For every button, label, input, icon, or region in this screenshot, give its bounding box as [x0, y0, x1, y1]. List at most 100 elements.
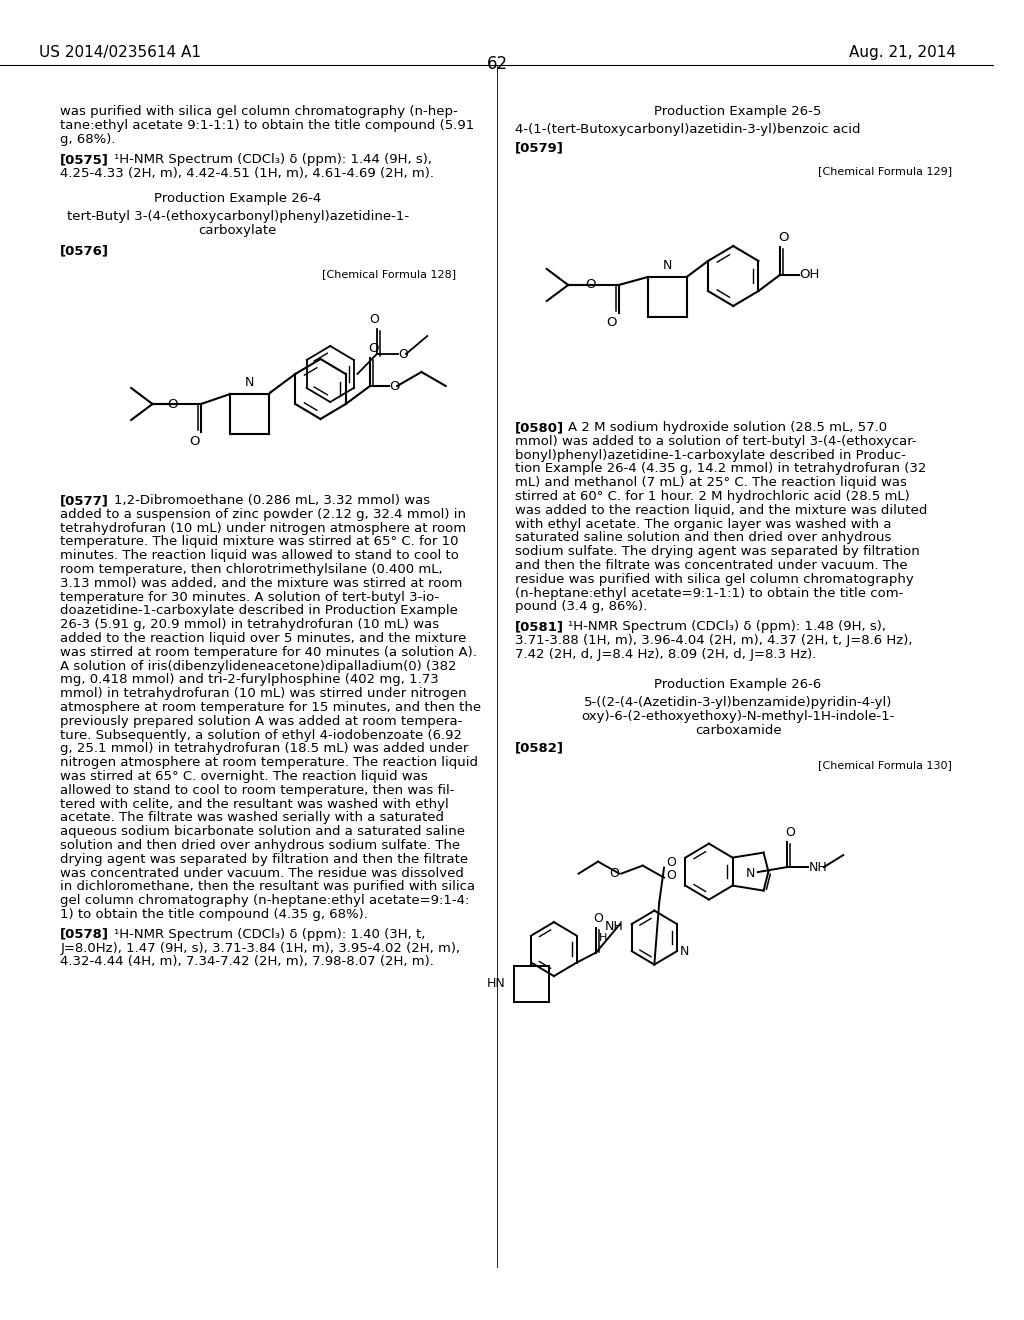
Text: in dichloromethane, then the resultant was purified with silica: in dichloromethane, then the resultant w… [60, 880, 475, 894]
Text: tert-Butyl 3-(4-(ethoxycarbonyl)phenyl)azetidine-1-: tert-Butyl 3-(4-(ethoxycarbonyl)phenyl)a… [67, 210, 409, 223]
Text: g, 25.1 mmol) in tetrahydrofuran (18.5 mL) was added under: g, 25.1 mmol) in tetrahydrofuran (18.5 m… [60, 742, 469, 755]
Text: O: O [389, 380, 400, 392]
Text: NH: NH [605, 920, 624, 933]
Text: sodium sulfate. The drying agent was separated by filtration: sodium sulfate. The drying agent was sep… [515, 545, 920, 558]
Text: [0579]: [0579] [515, 141, 563, 154]
Text: 4-(1-(tert-Butoxycarbonyl)azetidin-3-yl)benzoic acid: 4-(1-(tert-Butoxycarbonyl)azetidin-3-yl)… [515, 123, 860, 136]
Text: carboxylate: carboxylate [199, 224, 278, 238]
Text: 3.71-3.88 (1H, m), 3.96-4.04 (2H, m), 4.37 (2H, t, J=8.6 Hz),: 3.71-3.88 (1H, m), 3.96-4.04 (2H, m), 4.… [515, 634, 912, 647]
Text: allowed to stand to cool to room temperature, then was fil-: allowed to stand to cool to room tempera… [60, 784, 455, 797]
Text: US 2014/0235614 A1: US 2014/0235614 A1 [39, 45, 201, 59]
Text: mg, 0.418 mmol) and tri-2-furylphosphine (402 mg, 1.73: mg, 0.418 mmol) and tri-2-furylphosphine… [60, 673, 439, 686]
Text: atmosphere at room temperature for 15 minutes, and then the: atmosphere at room temperature for 15 mi… [60, 701, 481, 714]
Text: NH: NH [808, 861, 827, 874]
Text: N: N [680, 945, 689, 957]
Text: tetrahydrofuran (10 mL) under nitrogen atmosphere at room: tetrahydrofuran (10 mL) under nitrogen a… [60, 521, 466, 535]
Text: [0582]: [0582] [515, 742, 564, 755]
Text: drying agent was separated by filtration and then the filtrate: drying agent was separated by filtration… [60, 853, 468, 866]
Text: [0575]: [0575] [60, 153, 110, 166]
Text: [Chemical Formula 130]: [Chemical Formula 130] [818, 759, 951, 770]
Text: N: N [745, 867, 755, 880]
Text: 62: 62 [486, 55, 508, 73]
Text: A solution of iris(dibenzylideneacetone)dipalladium(0) (382: A solution of iris(dibenzylideneacetone)… [60, 660, 457, 673]
Text: and then the filtrate was concentrated under vacuum. The: and then the filtrate was concentrated u… [515, 558, 907, 572]
Text: ¹H-NMR Spectrum (CDCl₃) δ (ppm): 1.40 (3H, t,: ¹H-NMR Spectrum (CDCl₃) δ (ppm): 1.40 (3… [114, 928, 425, 941]
Text: O: O [778, 231, 788, 244]
Text: Production Example 26-6: Production Example 26-6 [654, 677, 821, 690]
Text: O: O [593, 912, 603, 924]
Text: was stirred at room temperature for 40 minutes (a solution A).: was stirred at room temperature for 40 m… [60, 645, 477, 659]
Text: O: O [398, 347, 408, 360]
Text: g, 68%).: g, 68%). [60, 133, 116, 147]
Text: ture. Subsequently, a solution of ethyl 4-iodobenzoate (6.92: ture. Subsequently, a solution of ethyl … [60, 729, 462, 742]
Text: aqueous sodium bicarbonate solution and a saturated saline: aqueous sodium bicarbonate solution and … [60, 825, 465, 838]
Text: stirred at 60° C. for 1 hour. 2 M hydrochloric acid (28.5 mL): stirred at 60° C. for 1 hour. 2 M hydroc… [515, 490, 909, 503]
Text: carboxamide: carboxamide [694, 723, 781, 737]
Text: O: O [167, 397, 178, 411]
Text: [0576]: [0576] [60, 244, 110, 257]
Text: HN: HN [487, 977, 506, 990]
Text: Production Example 26-5: Production Example 26-5 [654, 106, 822, 117]
Text: O: O [785, 826, 795, 840]
Text: gel column chromatography (n-heptane:ethyl acetate=9:1-4:: gel column chromatography (n-heptane:eth… [60, 894, 470, 907]
Text: 1) to obtain the title compound (4.35 g, 68%).: 1) to obtain the title compound (4.35 g,… [60, 908, 368, 921]
Text: OH: OH [800, 268, 819, 281]
Text: A 2 M sodium hydroxide solution (28.5 mL, 57.0: A 2 M sodium hydroxide solution (28.5 mL… [568, 421, 887, 434]
Text: saturated saline solution and then dried over anhydrous: saturated saline solution and then dried… [515, 532, 891, 544]
Text: O: O [666, 869, 676, 882]
Text: Aug. 21, 2014: Aug. 21, 2014 [849, 45, 955, 59]
Text: acetate. The filtrate was washed serially with a saturated: acetate. The filtrate was washed seriall… [60, 812, 444, 825]
Text: O: O [666, 857, 676, 869]
Text: tered with celite, and the resultant was washed with ethyl: tered with celite, and the resultant was… [60, 797, 449, 810]
Text: 5-((2-(4-(Azetidin-3-yl)benzamide)pyridin-4-yl): 5-((2-(4-(Azetidin-3-yl)benzamide)pyridi… [584, 696, 892, 709]
Text: [0580]: [0580] [515, 421, 564, 434]
Text: 1,2-Dibromoethane (0.286 mL, 3.32 mmol) was: 1,2-Dibromoethane (0.286 mL, 3.32 mmol) … [114, 494, 430, 507]
Text: previously prepared solution A was added at room tempera-: previously prepared solution A was added… [60, 715, 463, 727]
Text: (n-heptane:ethyl acetate=9:1-1:1) to obtain the title com-: (n-heptane:ethyl acetate=9:1-1:1) to obt… [515, 586, 903, 599]
Text: room temperature, then chlorotrimethylsilane (0.400 mL,: room temperature, then chlorotrimethylsi… [60, 564, 442, 576]
Text: O: O [609, 867, 620, 880]
Text: was stirred at 65° C. overnight. The reaction liquid was: was stirred at 65° C. overnight. The rea… [60, 770, 428, 783]
Text: ¹H-NMR Spectrum (CDCl₃) δ (ppm): 1.48 (9H, s),: ¹H-NMR Spectrum (CDCl₃) δ (ppm): 1.48 (9… [568, 620, 886, 634]
Text: 4.25-4.33 (2H, m), 4.42-4.51 (1H, m), 4.61-4.69 (2H, m).: 4.25-4.33 (2H, m), 4.42-4.51 (1H, m), 4.… [60, 168, 434, 180]
Text: O: O [585, 279, 595, 292]
Text: [Chemical Formula 128]: [Chemical Formula 128] [323, 269, 457, 279]
Text: O: O [369, 313, 379, 326]
Text: added to the reaction liquid over 5 minutes, and the mixture: added to the reaction liquid over 5 minu… [60, 632, 467, 645]
Text: [0578]: [0578] [60, 928, 110, 941]
Text: bonyl)phenyl)azetidine-1-carboxylate described in Produc-: bonyl)phenyl)azetidine-1-carboxylate des… [515, 449, 905, 462]
Text: minutes. The reaction liquid was allowed to stand to cool to: minutes. The reaction liquid was allowed… [60, 549, 459, 562]
Text: residue was purified with silica gel column chromatography: residue was purified with silica gel col… [515, 573, 913, 586]
Text: [0577]: [0577] [60, 494, 110, 507]
Text: oxy)-6-(2-ethoxyethoxy)-N-methyl-1H-indole-1-: oxy)-6-(2-ethoxyethoxy)-N-methyl-1H-indo… [582, 710, 895, 722]
Text: nitrogen atmosphere at room temperature. The reaction liquid: nitrogen atmosphere at room temperature.… [60, 756, 478, 770]
Text: O: O [189, 436, 200, 447]
Text: 7.42 (2H, d, J=8.4 Hz), 8.09 (2H, d, J=8.3 Hz).: 7.42 (2H, d, J=8.4 Hz), 8.09 (2H, d, J=8… [515, 648, 816, 661]
Text: 4.32-4.44 (4H, m), 7.34-7.42 (2H, m), 7.98-8.07 (2H, m).: 4.32-4.44 (4H, m), 7.34-7.42 (2H, m), 7.… [60, 956, 434, 969]
Text: O: O [368, 342, 379, 355]
Text: with ethyl acetate. The organic layer was washed with a: with ethyl acetate. The organic layer wa… [515, 517, 891, 531]
Text: was added to the reaction liquid, and the mixture was diluted: was added to the reaction liquid, and th… [515, 504, 927, 517]
Text: added to a suspension of zinc powder (2.12 g, 32.4 mmol) in: added to a suspension of zinc powder (2.… [60, 508, 466, 521]
Text: H: H [599, 933, 607, 942]
Text: pound (3.4 g, 86%).: pound (3.4 g, 86%). [515, 601, 647, 614]
Text: J=8.0Hz), 1.47 (9H, s), 3.71-3.84 (1H, m), 3.95-4.02 (2H, m),: J=8.0Hz), 1.47 (9H, s), 3.71-3.84 (1H, m… [60, 941, 461, 954]
Text: 26-3 (5.91 g, 20.9 mmol) in tetrahydrofuran (10 mL) was: 26-3 (5.91 g, 20.9 mmol) in tetrahydrofu… [60, 618, 439, 631]
Text: was purified with silica gel column chromatography (n-hep-: was purified with silica gel column chro… [60, 106, 458, 117]
Text: temperature for 30 minutes. A solution of tert-butyl 3-io-: temperature for 30 minutes. A solution o… [60, 590, 439, 603]
Text: solution and then dried over anhydrous sodium sulfate. The: solution and then dried over anhydrous s… [60, 840, 461, 851]
Text: tion Example 26-4 (4.35 g, 14.2 mmol) in tetrahydrofuran (32: tion Example 26-4 (4.35 g, 14.2 mmol) in… [515, 462, 926, 475]
Text: N: N [663, 259, 672, 272]
Text: was concentrated under vacuum. The residue was dissolved: was concentrated under vacuum. The resid… [60, 867, 464, 879]
Text: O: O [606, 315, 617, 329]
Text: doazetidine-1-carboxylate described in Production Example: doazetidine-1-carboxylate described in P… [60, 605, 458, 618]
Text: mmol) was added to a solution of tert-butyl 3-(4-(ethoxycar-: mmol) was added to a solution of tert-bu… [515, 434, 916, 447]
Text: Production Example 26-4: Production Example 26-4 [155, 191, 322, 205]
Text: mmol) in tetrahydrofuran (10 mL) was stirred under nitrogen: mmol) in tetrahydrofuran (10 mL) was sti… [60, 688, 467, 700]
Text: tane:ethyl acetate 9:1-1:1) to obtain the title compound (5.91: tane:ethyl acetate 9:1-1:1) to obtain th… [60, 119, 474, 132]
Text: [0581]: [0581] [515, 620, 564, 634]
Text: 3.13 mmol) was added, and the mixture was stirred at room: 3.13 mmol) was added, and the mixture wa… [60, 577, 463, 590]
Text: temperature. The liquid mixture was stirred at 65° C. for 10: temperature. The liquid mixture was stir… [60, 536, 459, 548]
Text: N: N [245, 376, 254, 389]
Text: mL) and methanol (7 mL) at 25° C. The reaction liquid was: mL) and methanol (7 mL) at 25° C. The re… [515, 477, 906, 490]
